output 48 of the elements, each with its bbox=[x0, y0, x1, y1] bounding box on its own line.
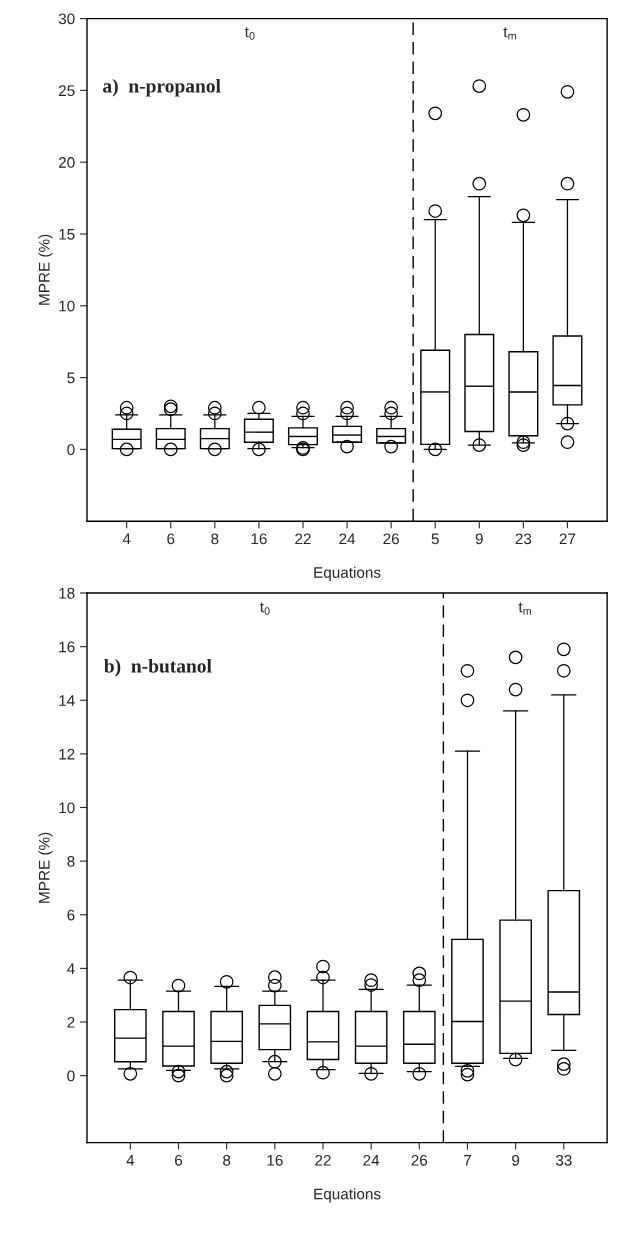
x-axis-title: Equations bbox=[314, 566, 381, 581]
y-tick-label: 6 bbox=[67, 909, 75, 921]
y-tick-label: 10 bbox=[59, 802, 75, 814]
y-tick-label: 25 bbox=[58, 85, 75, 97]
x-axis-title: Equations bbox=[314, 1188, 381, 1203]
y-tick-label: 0 bbox=[67, 444, 75, 456]
x-tick-label: 26 bbox=[411, 1154, 428, 1166]
y-tick-label: 12 bbox=[59, 748, 75, 760]
x-tick-label: 8 bbox=[223, 1154, 231, 1166]
y-tick-label: 5 bbox=[67, 372, 75, 384]
x-tick-label: 16 bbox=[251, 533, 267, 545]
y-tick-label: 15 bbox=[59, 229, 75, 240]
y-tick-label: 20 bbox=[58, 157, 75, 168]
annotation: t$_{0}$ bbox=[260, 602, 270, 615]
y-tick-label: 10 bbox=[59, 300, 75, 312]
x-tick-label: 24 bbox=[339, 533, 356, 545]
x-tick-label: 8 bbox=[211, 533, 219, 545]
y-tick-label: 0 bbox=[67, 1070, 75, 1082]
y-tick-label: 4 bbox=[67, 963, 75, 974]
annotation: t$_{m}$ bbox=[503, 27, 516, 40]
x-tick-label: 7 bbox=[464, 1155, 471, 1166]
x-tick-label: 4 bbox=[126, 1155, 135, 1166]
x-tick-label: 26 bbox=[383, 533, 399, 545]
x-tick-label: 24 bbox=[363, 1154, 380, 1166]
x-tick-label: 27 bbox=[559, 533, 576, 545]
y-axis-title: MPRE (%) bbox=[38, 234, 53, 305]
y-axis-title: MPRE (%) bbox=[38, 832, 53, 903]
annotation: a) n-propanol bbox=[103, 78, 221, 97]
annotation: t$_{m}$ bbox=[518, 602, 531, 615]
y-tick-label: 14 bbox=[59, 695, 75, 706]
x-tick-label: 5 bbox=[431, 533, 439, 545]
y-tick-label: 30 bbox=[58, 13, 75, 25]
x-tick-label: 9 bbox=[512, 1154, 520, 1166]
x-tick-label: 23 bbox=[515, 533, 532, 545]
y-tick-label: 2 bbox=[67, 1016, 75, 1028]
y-tick-label: 8 bbox=[67, 856, 75, 867]
x-tick-label: 22 bbox=[315, 1154, 331, 1166]
x-tick-label: 22 bbox=[295, 533, 311, 545]
x-tick-label: 6 bbox=[167, 533, 175, 545]
x-tick-label: 16 bbox=[267, 1154, 283, 1166]
annotation: t$_{0}$ bbox=[244, 27, 255, 40]
y-tick-label: 16 bbox=[59, 641, 75, 653]
y-tick-label: 18 bbox=[59, 587, 75, 599]
x-tick-label: 6 bbox=[175, 1154, 183, 1166]
x-tick-label: 33 bbox=[555, 1154, 572, 1166]
x-tick-label: 4 bbox=[122, 533, 131, 545]
annotation: b) n-butanol bbox=[104, 658, 212, 677]
x-tick-label: 9 bbox=[475, 533, 483, 545]
